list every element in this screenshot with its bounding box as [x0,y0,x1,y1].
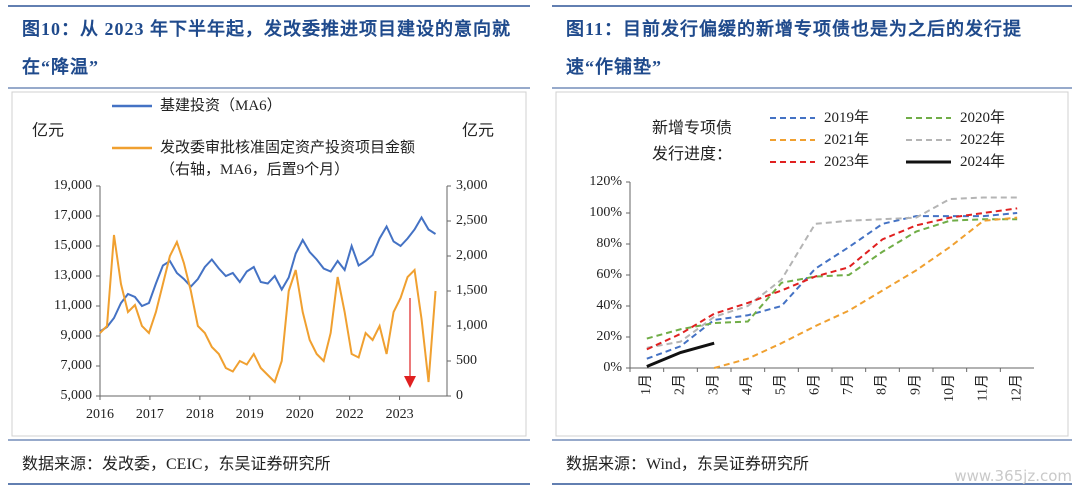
y-tick-label: 15,000 [54,238,93,253]
x-tick-label: 2016 [86,407,114,422]
y-tick-label: 80% [596,236,622,251]
line-series [646,207,1018,351]
y-tick-label: 9,000 [61,328,93,343]
y-tick-label: 19,000 [54,178,93,193]
y2-tick-label: 500 [456,353,477,368]
legend-label: 基建投资（MA6） [160,98,282,114]
y-tick-label: 0% [603,360,622,375]
y-tick-label: 100% [589,205,622,220]
chart-title: 图10：从 2023 年下半年起，发改委推进项目建设的意向就在“降温” [22,19,511,77]
y-tick-label: 7,000 [61,358,93,373]
y-tick-label: 40% [596,298,622,313]
y2-tick-label: 0 [456,388,463,403]
watermark: www.365jz.com [954,467,1072,485]
x-tick-label: 3月 [705,374,721,395]
legend-label: 发改委审批核准固定资产投资项目金额（右轴，MA6，后置9个月） [160,140,416,178]
y-tick-label: 13,000 [54,268,93,283]
arrow-head [404,376,416,388]
y-tick-label: 11,000 [54,298,92,313]
x-tick-label: 2018 [186,407,214,422]
y2-tick-label: 2,000 [456,248,488,263]
legend-label: 2022年 [960,132,1006,148]
legend-title: 新增专项债发行进度： [652,120,733,163]
legend-label: 2020年 [960,110,1006,126]
frame [11,91,527,437]
y-axis-label: 亿元 [32,122,64,140]
x-tick-label: 4月 [739,374,755,395]
x-tick-label: 2022 [336,407,364,422]
x-tick-label: 2月 [672,374,688,395]
y-tick-label: 20% [596,329,622,344]
y2-tick-label: 1,500 [456,283,488,298]
x-tick-label: 2019 [236,407,264,422]
x-tick-label: 2023 [386,407,414,422]
x-tick-label: 10月 [941,374,957,402]
x-tick-label: 11月 [975,374,991,401]
legend-label: 2024年 [960,154,1006,170]
y2-tick-label: 2,500 [456,213,488,228]
x-tick-label: 2017 [136,407,164,422]
x-tick-label: 2020 [286,407,314,422]
chart-title: 图11：目前发行偏缓的新增专项债也是为之后的发行提速“作铺垫” [566,19,1023,77]
x-tick-label: 12月 [1008,374,1024,402]
x-tick-label: 8月 [874,374,890,395]
line-series [99,215,437,333]
y-tick-label: 17,000 [54,208,93,223]
line-series [646,212,1018,360]
y-tick-label: 120% [589,174,622,189]
y2-axis-label: 亿元 [462,122,494,140]
line-series [99,234,437,384]
frame [555,91,1069,437]
source: 数据来源：Wind，东吴证券研究所 [566,456,809,473]
source: 数据来源：发改委，CEIC，东吴证券研究所 [22,456,331,473]
legend-label: 2019年 [824,110,870,126]
legend-label: 2023年 [824,154,870,170]
x-tick-label: 9月 [907,374,923,395]
y-tick-label: 60% [596,267,622,282]
legend-label: 2021年 [824,132,870,148]
y-tick-label: 5,000 [61,388,93,403]
x-tick-label: 5月 [773,374,789,395]
line-series [646,218,1018,340]
y2-tick-label: 3,000 [456,178,488,193]
line-series [713,216,1018,369]
y2-tick-label: 1,000 [456,318,488,333]
x-tick-label: 6月 [806,374,822,395]
line-series [646,196,1018,349]
x-tick-label: 1月 [638,374,654,395]
x-tick-label: 7月 [840,374,856,395]
line-series [646,341,715,368]
